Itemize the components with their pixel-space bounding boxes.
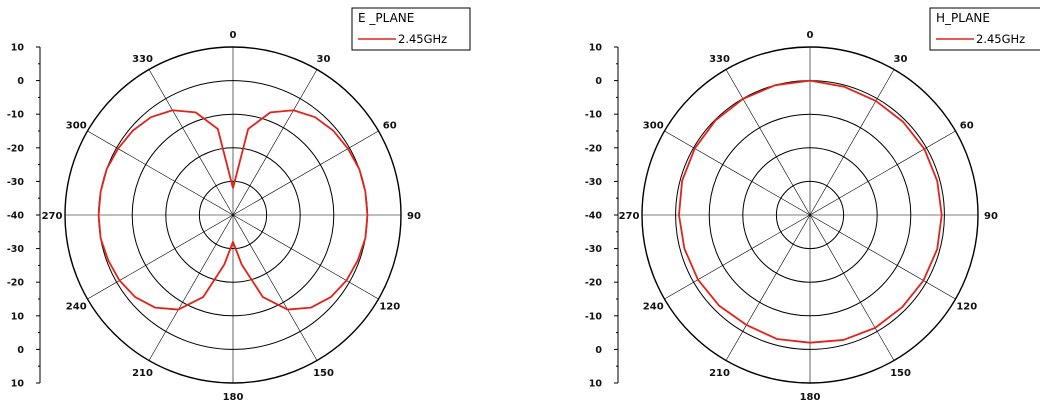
radial-tick-label: -20 [585,143,603,154]
grid-spoke [809,130,956,216]
grid-spoke [809,69,895,216]
radial-tick-label: -30 [585,244,603,255]
grid-spoke [148,69,234,216]
legend-title: E _PLANE [358,11,414,25]
angle-label: 210 [709,368,730,379]
legend-entry-label: 2.45GHz [398,32,447,46]
grid-spoke [809,214,895,361]
radial-tick-label: 10 [11,43,25,54]
angle-label: 60 [960,121,974,132]
radial-tick-label: -10 [585,311,603,322]
angle-label: 90 [984,211,998,222]
radial-tick-label: -30 [585,177,603,188]
angle-label: 330 [709,54,730,65]
angle-label: 30 [317,54,331,65]
angle-label: 270 [42,211,63,222]
radial-tick-label: -20 [7,278,25,289]
radial-tick-label: -30 [7,244,25,255]
e-plane-chart: 0 30 60 90 120 150 180 210 240 270 300 330 10 0 -10 -20… [7,7,471,403]
h-plane-polar-plot: 0 30 60 90 120 150 180 210 240 270 300 330 10 0 -10 -20… [585,7,1040,403]
radial-tick-label: -30 [7,177,25,188]
e-plane-polar-plot: 0 30 60 90 120 150 180 210 240 270 300 330 10 0 -10 -20… [7,7,471,403]
h-plane-chart: 0 30 60 90 120 150 180 210 240 270 300 330 10 0 -10 -20… [520,0,1040,406]
angle-label: 120 [379,302,400,313]
grid-spoke [232,69,318,216]
angle-label: 0 [807,30,814,41]
grid-spoke [809,214,956,300]
angle-label: 210 [132,368,153,379]
radial-tick-label: 0 [595,76,602,87]
angle-label: 0 [230,30,237,41]
radial-tick-label: -10 [585,110,603,121]
angle-label: 30 [894,54,908,65]
legend-box [351,7,471,51]
angle-label: 90 [407,211,421,222]
grid-spoke [87,214,234,300]
radial-tick-label: 0 [17,76,24,87]
angle-label: 60 [383,121,397,132]
e-plane-legend: E _PLANE 2.45GHz [351,7,471,51]
radial-tick-label: 10 [11,311,25,322]
radial-tick-label: -20 [7,143,25,154]
radial-tick-label: -40 [585,211,603,222]
angle-label: 240 [643,302,664,313]
angle-label: 120 [956,302,977,313]
grid-spoke [232,214,379,300]
legend-title: H_PLANE [936,11,990,25]
grid-spoke [232,130,379,216]
radial-tick-label: 0 [595,345,602,356]
angle-label: 300 [66,121,87,132]
grid-spoke [232,214,318,361]
radial-tick-label: 10 [589,379,603,390]
radial-tick-label: 10 [589,43,603,54]
radial-tick-label: 0 [17,345,24,356]
angle-label: 300 [643,121,664,132]
legend-box [929,7,1040,51]
angle-label: 150 [313,368,334,379]
legend-entry-label: 2.45GHz [976,32,1025,46]
angle-label: 180 [223,392,244,403]
angle-label: 150 [890,368,911,379]
angle-label: 330 [132,54,153,65]
grid-spoke [664,214,811,300]
pattern-series-line [678,79,943,344]
angle-label: 240 [66,302,87,313]
pattern-series-line [97,109,369,311]
h-plane-legend: H_PLANE 2.45GHz [929,7,1040,51]
radial-tick-label: -20 [585,278,603,289]
radial-tick-label: -10 [7,110,25,121]
grid-spoke [148,214,234,361]
grid-spoke [725,69,811,216]
grid-spoke [725,214,811,361]
radial-tick-label: -40 [7,211,25,222]
angle-label: 180 [800,392,821,403]
radial-tick-label: 10 [11,379,25,390]
grid-spoke [664,130,811,216]
grid-spoke [87,130,234,216]
angle-label: 270 [619,211,640,222]
